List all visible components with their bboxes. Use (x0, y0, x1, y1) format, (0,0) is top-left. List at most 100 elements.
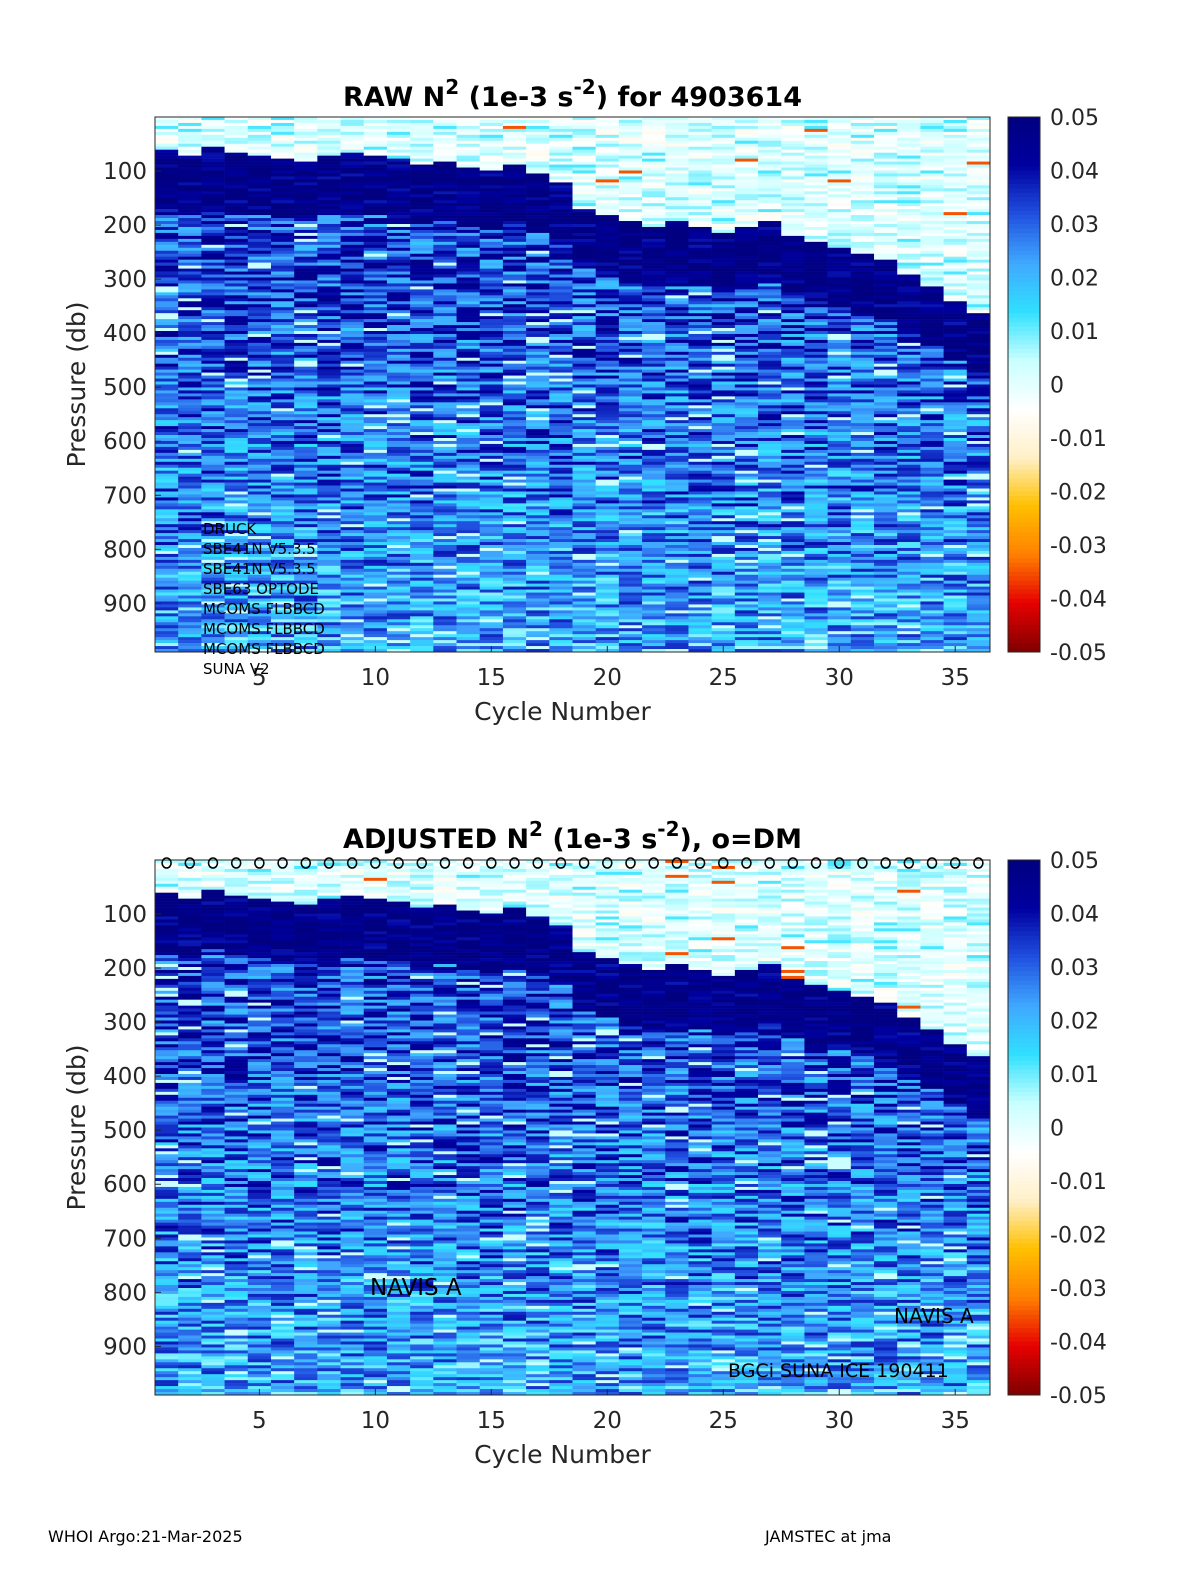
heatmap-cell (456, 488, 481, 492)
heatmap-cell (317, 449, 341, 454)
heatmap-cell (572, 191, 596, 195)
heatmap-cell (595, 405, 620, 409)
heatmap-cell (340, 527, 365, 531)
heatmap-cell (386, 637, 411, 641)
heatmap-cell (224, 461, 249, 466)
heatmap-cell (456, 426, 481, 430)
heatmap-cell (433, 339, 457, 344)
heatmap-cell (734, 500, 759, 504)
heatmap-cell (549, 390, 573, 394)
heatmap-cell (479, 200, 504, 204)
heatmap-cell (549, 224, 573, 228)
heatmap-cell (781, 119, 805, 124)
heatmap-cell (549, 396, 573, 400)
heatmap-cell (688, 550, 712, 555)
heatmap-cell (734, 247, 759, 252)
heatmap-cell (224, 598, 249, 602)
heatmap-cell (433, 265, 457, 269)
heatmap-cell (688, 185, 712, 189)
heatmap-cell (526, 331, 550, 335)
heatmap-cell (386, 206, 411, 210)
heatmap-cell (201, 360, 225, 364)
heatmap-cell (734, 271, 759, 275)
heatmap-cell (340, 313, 365, 317)
heatmap-cell (201, 559, 225, 564)
heatmap-cell (201, 440, 225, 445)
heatmap-cell (178, 619, 202, 623)
heatmap-cell (502, 131, 527, 136)
heatmap-cell (526, 152, 550, 156)
heatmap-cell (433, 224, 457, 228)
heatmap-cell (642, 372, 666, 376)
heatmap-cell (758, 637, 782, 641)
heatmap-cell (711, 577, 736, 581)
heatmap-cell (178, 616, 202, 620)
heatmap-cell (363, 497, 388, 501)
heatmap-cell (549, 357, 573, 362)
heatmap-cell (155, 182, 179, 186)
heatmap-cell (618, 119, 643, 124)
heatmap-cell (502, 369, 527, 373)
heatmap-cell (178, 182, 202, 186)
heatmap-cell (433, 194, 457, 198)
heatmap-cell (642, 625, 666, 629)
heatmap-cell (781, 488, 805, 492)
heatmap-cell (665, 449, 689, 454)
heatmap-cell (665, 215, 689, 219)
heatmap-cell (456, 295, 481, 299)
heatmap-cell (433, 586, 457, 590)
heatmap-cell (410, 589, 434, 593)
heatmap-cell (340, 232, 365, 237)
heatmap-cell (711, 518, 736, 522)
heatmap-cell (618, 185, 643, 189)
heatmap-cell (781, 280, 805, 284)
heatmap-cell (781, 307, 805, 311)
heatmap-cell (479, 351, 504, 356)
heatmap-cell (270, 333, 295, 338)
heatmap-cell (270, 643, 295, 647)
heatmap-cell (572, 167, 596, 171)
heatmap-cell (526, 550, 550, 555)
heatmap-cell (317, 399, 341, 403)
heatmap-cell (178, 167, 202, 171)
heatmap-cell (340, 125, 365, 130)
heatmap-cell (526, 580, 550, 584)
heatmap-cell (294, 215, 318, 219)
heatmap-cell (433, 122, 457, 127)
heatmap-cell (410, 619, 434, 623)
heatmap-cell (688, 420, 712, 424)
heatmap-cell (688, 449, 712, 454)
heatmap-cell (642, 221, 666, 225)
heatmap-cell (386, 423, 411, 427)
heatmap-cell (155, 212, 179, 216)
heatmap-cell (711, 640, 736, 644)
heatmap-cell (781, 277, 805, 281)
heatmap-cell (642, 301, 666, 305)
heatmap-cell (734, 149, 759, 153)
heatmap-cell (247, 601, 272, 605)
heatmap-cell (618, 229, 643, 234)
heatmap-cell (479, 387, 504, 391)
heatmap-cell (781, 363, 805, 367)
heatmap-cell (270, 565, 295, 570)
heatmap-cell (642, 574, 666, 578)
heatmap-cell (549, 556, 573, 561)
heatmap-cell (178, 117, 202, 121)
heatmap-cell (224, 580, 249, 584)
heatmap-cell (433, 461, 457, 466)
heatmap-cell (711, 328, 736, 332)
heatmap-cell (758, 408, 782, 412)
heatmap-cell (201, 461, 225, 466)
heatmap-cell (247, 310, 272, 314)
heatmap-cell (479, 503, 504, 507)
heatmap-cell (433, 527, 457, 531)
heatmap-cell (247, 568, 272, 573)
heatmap-cell (410, 354, 434, 359)
heatmap-cell (711, 515, 736, 519)
heatmap-cell (479, 283, 504, 287)
heatmap-cell (270, 426, 295, 430)
heatmap-cell (386, 342, 411, 347)
heatmap-cell (340, 497, 365, 501)
heatmap-cell (294, 244, 318, 249)
heatmap-cell (572, 556, 596, 561)
